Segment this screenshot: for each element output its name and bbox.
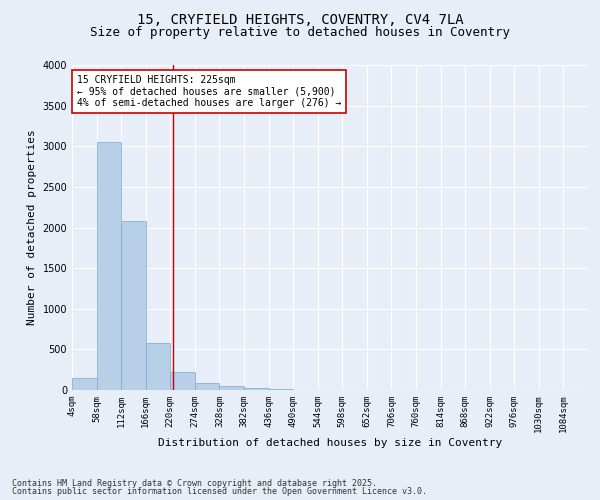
Bar — [220, 386, 244, 390]
Bar — [244, 388, 269, 390]
Bar — [121, 221, 146, 390]
Text: Contains HM Land Registry data © Crown copyright and database right 2025.: Contains HM Land Registry data © Crown c… — [12, 478, 377, 488]
X-axis label: Distribution of detached houses by size in Coventry: Distribution of detached houses by size … — [158, 438, 502, 448]
Text: Contains public sector information licensed under the Open Government Licence v3: Contains public sector information licen… — [12, 487, 427, 496]
Bar — [269, 389, 293, 390]
Bar — [170, 372, 195, 390]
Y-axis label: Number of detached properties: Number of detached properties — [27, 130, 37, 326]
Text: 15, CRYFIELD HEIGHTS, COVENTRY, CV4 7LA: 15, CRYFIELD HEIGHTS, COVENTRY, CV4 7LA — [137, 12, 463, 26]
Bar — [97, 142, 121, 390]
Bar — [72, 378, 97, 390]
Text: 15 CRYFIELD HEIGHTS: 225sqm
← 95% of detached houses are smaller (5,900)
4% of s: 15 CRYFIELD HEIGHTS: 225sqm ← 95% of det… — [77, 74, 341, 108]
Bar — [146, 343, 170, 390]
Text: Size of property relative to detached houses in Coventry: Size of property relative to detached ho… — [90, 26, 510, 39]
Bar — [195, 382, 220, 390]
